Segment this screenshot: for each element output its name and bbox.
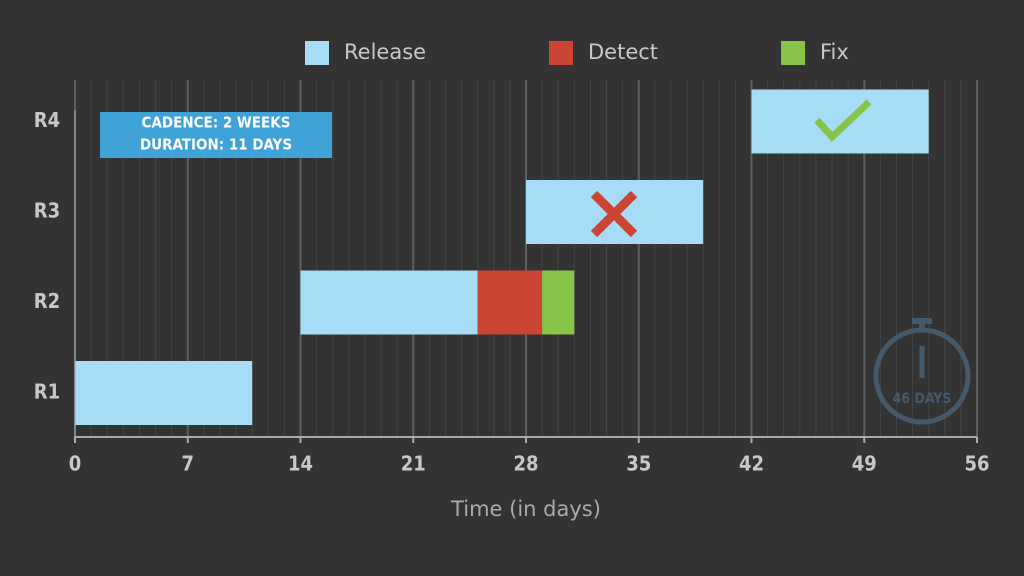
x-tick-label: 7 [181,452,194,476]
x-tick-label: 35 [626,452,651,476]
bar [751,89,929,154]
x-tick-label: 56 [964,452,989,476]
y-tick-label: R4 [34,108,60,132]
bar [542,270,575,335]
stopwatch-label: 46 DAYS [893,391,952,407]
y-tick-label: R1 [34,380,60,404]
stopwatch-button [912,318,932,324]
legend-label: Fix [820,40,849,64]
bar [477,270,543,335]
legend-label: Release [344,40,426,64]
x-tick-label: 28 [513,452,538,476]
fail-icon [590,190,638,238]
success-icon [814,99,872,143]
legend-swatch [781,41,805,65]
icons: 46 DAYS [873,318,971,425]
y-tick-label: R3 [34,199,60,223]
y-tick-label: R2 [34,289,60,313]
annotation-box [100,112,332,158]
bar [300,270,478,335]
x-tick-label: 42 [739,452,764,476]
x-tick-label: 49 [852,452,877,476]
x-tick-label: 14 [288,452,313,476]
x-axis-label: Time (in days) [450,497,601,521]
x-tick-label: 21 [401,452,426,476]
annotation: CADENCE: 2 WEEKS [142,114,291,132]
x-tick-label: 0 [69,452,82,476]
annotation: DURATION: 11 DAYS [140,136,292,154]
legend-label: Detect [588,40,658,64]
legend-swatch [305,41,329,65]
legend-swatch [549,41,573,65]
stopwatch-stem [919,323,925,332]
bar [75,361,253,425]
